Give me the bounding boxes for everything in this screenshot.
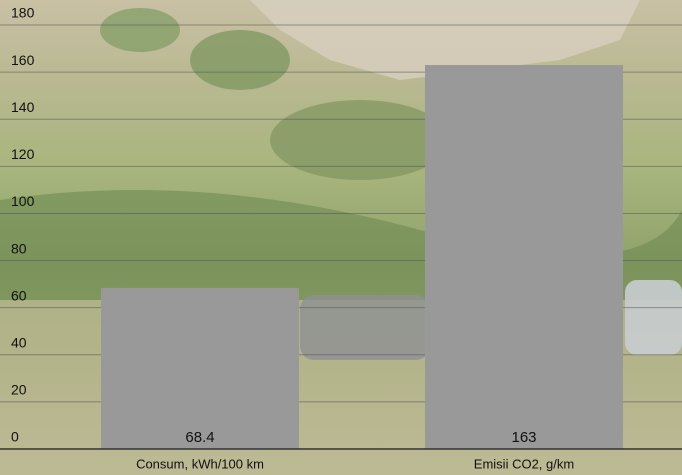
y-tick-label: 40	[11, 334, 27, 350]
y-tick-label: 120	[11, 146, 35, 162]
y-tick-label: 20	[11, 382, 27, 398]
bar	[101, 287, 299, 449]
bar	[425, 65, 623, 450]
y-tick-label: 180	[11, 5, 35, 21]
y-tick-label: 160	[11, 52, 35, 68]
y-tick-label: 0	[11, 429, 19, 445]
y-tick-label: 60	[11, 287, 27, 303]
x-tick-label: Consum, kWh/100 km	[136, 456, 264, 471]
value-label: 163	[511, 429, 536, 446]
y-tick-label: 80	[11, 240, 27, 256]
value-label: 68.4	[185, 429, 214, 446]
y-tick-label: 140	[11, 99, 35, 115]
y-tick-label: 100	[11, 193, 35, 209]
x-tick-label: Emisii CO2, g/km	[474, 456, 574, 471]
